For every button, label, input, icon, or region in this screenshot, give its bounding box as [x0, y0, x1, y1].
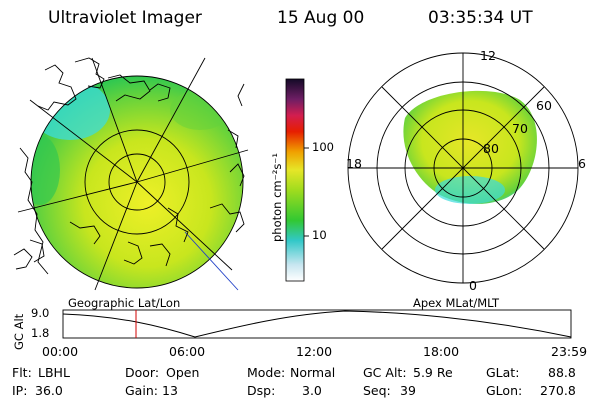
dsp-label: Dsp:	[247, 383, 276, 398]
ip-label: IP:	[12, 383, 28, 398]
altitude-xtick-2359: 23:59	[551, 344, 588, 359]
glon-label: GLon:	[486, 383, 523, 398]
app-title: Ultraviolet Imager	[48, 8, 202, 28]
altitude-xtick-1200: 12:00	[296, 344, 333, 359]
polar-mlat-80: 80	[483, 141, 499, 156]
colorbar-tick-10: 10	[312, 228, 327, 242]
altitude-ytick-min: 1.8	[31, 326, 50, 340]
altitude-xtick-0600: 06:00	[169, 344, 206, 359]
mode-value: Normal	[290, 365, 336, 380]
polar-mlat-60: 60	[536, 98, 552, 113]
glat-value: 88.8	[548, 365, 576, 380]
altitude-xtick-1800: 18:00	[423, 344, 460, 359]
colorbar-tick-100: 100	[312, 140, 334, 154]
glon-value: 270.8	[540, 383, 576, 398]
polar-mlt-18: 18	[346, 156, 362, 171]
door-value: Open	[166, 365, 200, 380]
colorbar-unit-label: photon cm⁻²s⁻¹	[270, 153, 284, 242]
header-date: 15 Aug 00	[277, 8, 365, 28]
altitude-ylabel: GC Alt	[12, 313, 26, 350]
mode-label: Mode:	[247, 365, 286, 380]
gcalt-value: 5.9 Re	[413, 365, 453, 380]
gain-label: Gain:	[125, 383, 158, 398]
colorbar	[285, 78, 309, 282]
gcalt-label: GC Alt:	[363, 365, 407, 380]
geographic-image	[13, 57, 249, 291]
altitude-ytick-max: 9.0	[31, 306, 50, 320]
flt-value: LBHL	[38, 365, 70, 380]
geo-panel-label: Geographic Lat/Lon	[68, 296, 181, 310]
dsp-value: 3.0	[302, 383, 322, 398]
ip-value: 36.0	[35, 383, 63, 398]
altitude-plot	[62, 309, 572, 339]
polar-mlat-70: 70	[512, 121, 528, 136]
polar-mlt-0: 0	[469, 278, 477, 293]
altitude-xtick-0000: 00:00	[42, 344, 79, 359]
polar-image	[347, 52, 579, 284]
polar-mlt-6: 6	[578, 156, 586, 171]
header-time: 03:35:34 UT	[428, 8, 533, 28]
flt-label: Flt:	[12, 365, 32, 380]
polar-panel-label: Apex MLat/MLT	[413, 296, 500, 310]
seq-value: 39	[400, 383, 416, 398]
gain-value: 13	[162, 383, 178, 398]
glat-label: GLat:	[486, 365, 520, 380]
seq-label: Seq:	[363, 383, 391, 398]
polar-mlt-12: 12	[480, 48, 496, 63]
door-label: Door:	[125, 365, 160, 380]
